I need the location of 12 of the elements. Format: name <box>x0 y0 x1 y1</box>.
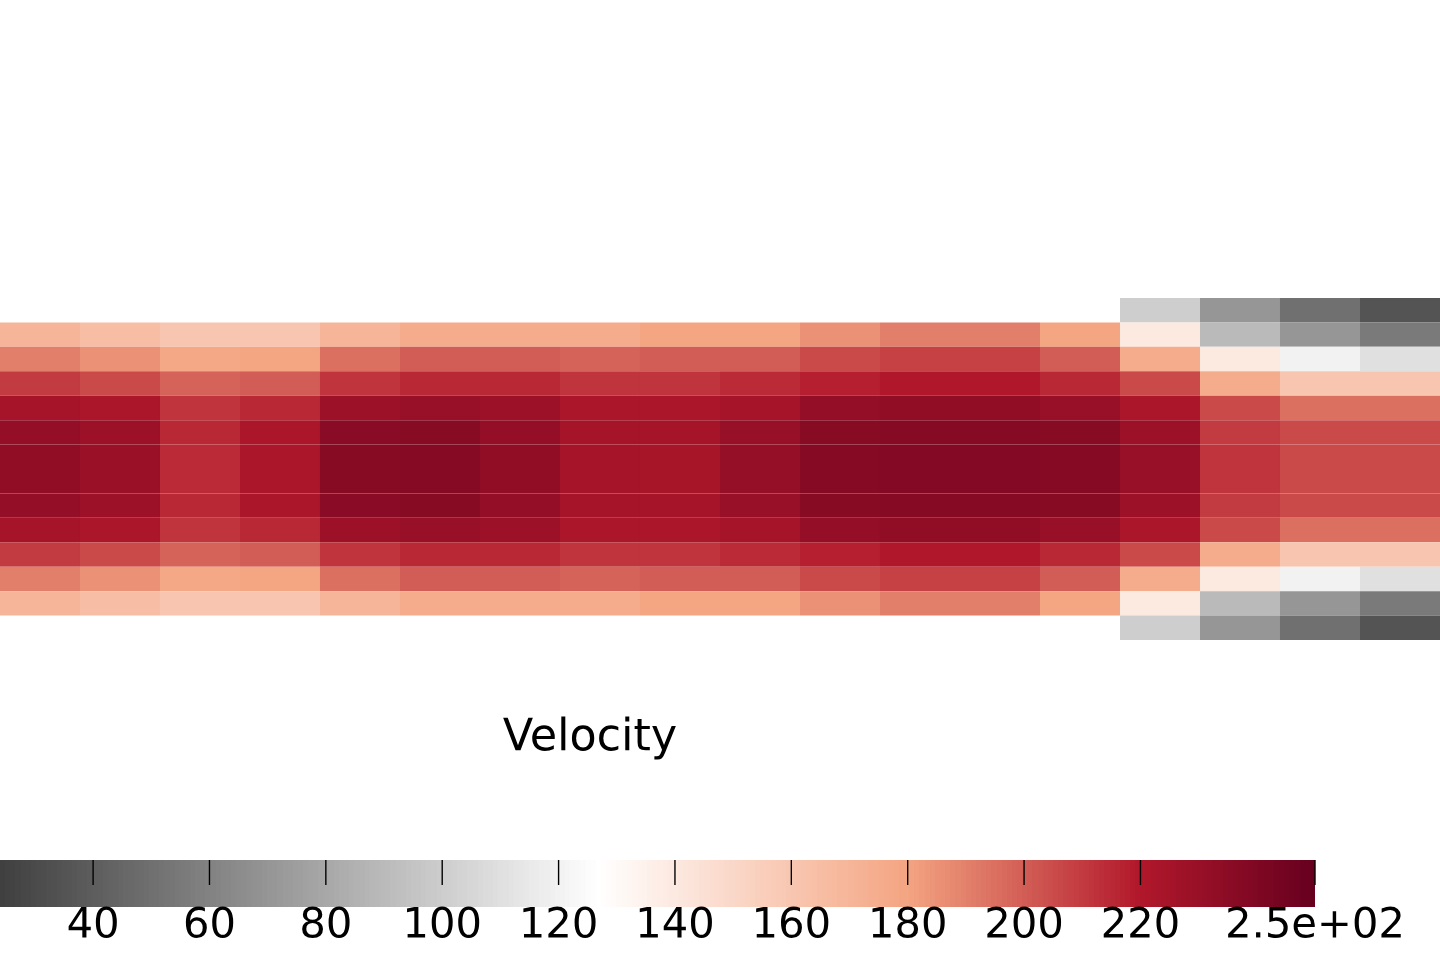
color-bar-label: 100 <box>407 906 480 939</box>
color-bar-label: 180 <box>872 906 945 939</box>
color-bar-label: 140 <box>639 906 712 939</box>
color-bar-label: 120 <box>523 906 596 939</box>
color-bar-label: 160 <box>756 906 829 939</box>
color-bar-label: 40 <box>68 906 117 939</box>
color-bar-label: 200 <box>987 906 1062 939</box>
color-bar-title: Velocity <box>503 716 676 760</box>
color-bar-label: 60 <box>185 906 234 939</box>
color-bar-label: 80 <box>302 906 350 939</box>
color-bar-label: 220 <box>1103 906 1178 939</box>
color-bar-label: 2.5e+02 <box>1228 906 1401 939</box>
